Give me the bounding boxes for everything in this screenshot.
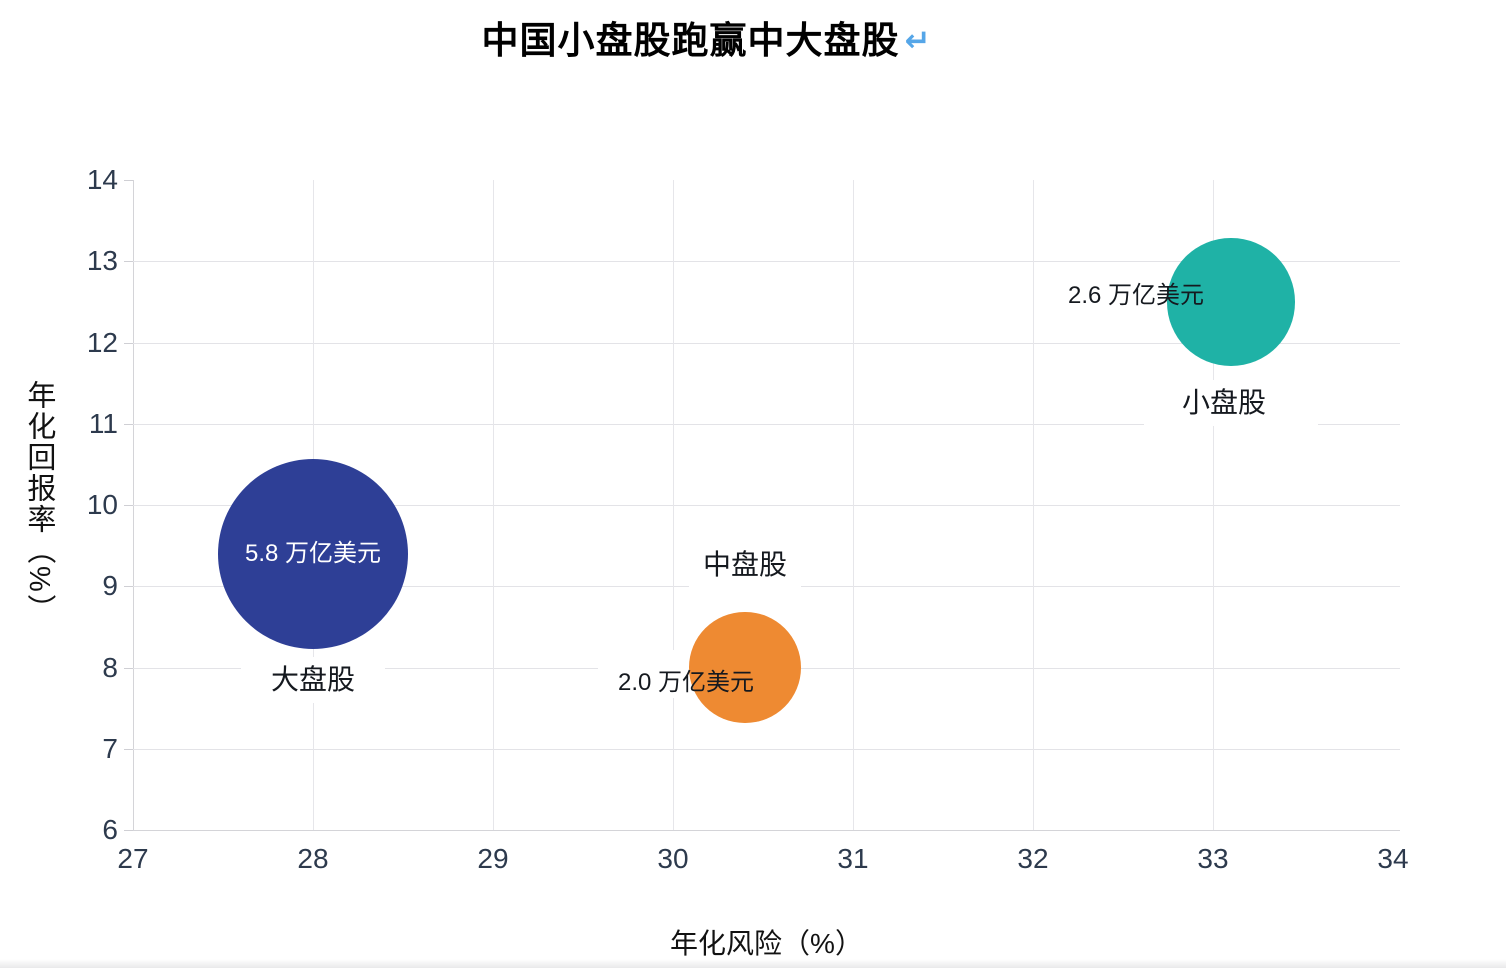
y-gridline-12 [133,342,1400,344]
x-tick-label: 33 [1197,843,1229,874]
y-tick-label: 7 [102,732,118,764]
bubble-value-label-large-cap: 5.8 万亿美元 [244,539,382,567]
x-tick-label: 34 [1377,843,1409,874]
y-tick-mark-9 [124,586,133,588]
y-tick-mark-14 [124,180,133,181]
bubble-small-cap [1167,238,1295,366]
y-tick-mark-8 [124,667,133,669]
y-tick-label: 8 [102,651,118,683]
x-axis-line [125,830,1400,831]
x-gridline-32 [1033,180,1034,830]
bubble-name-label-mid-cap: 中盘股 [688,541,802,588]
y-tick-label: 12 [86,326,118,358]
y-tick-mark-12 [124,342,133,344]
y-tick-label: 11 [88,407,118,439]
x-gridline-29 [493,180,494,830]
y-tick-label: 14 [86,164,118,195]
bubble-large-cap [217,458,409,649]
y-tick-mark-7 [124,748,133,750]
bubble-value-label-mid-cap: 2.0 万亿美元 [617,668,755,696]
x-gridline-33 [1213,180,1214,830]
y-tick-mark-11 [124,423,133,425]
x-tick-label: 31 [837,843,869,874]
x-gridline-31 [853,180,854,830]
y-gridline-13 [133,261,1400,263]
x-tick-label: 27 [117,843,149,874]
y-gridline-11 [133,423,1400,425]
x-tick-label: 29 [477,843,509,874]
y-gridline-10 [133,505,1400,506]
x-tick-label: 28 [297,843,329,874]
y-tick-mark-13 [124,261,133,263]
bubble-mid-cap [689,611,801,724]
y-tick-label: 6 [102,814,118,845]
bubble-value-label-small-cap: 2.6 万亿美元 [1067,281,1205,309]
bubble-name-label-large-cap: 大盘股 [240,656,386,703]
chart-title: 中国小盘股跑赢中大盘股 [481,21,900,62]
y-tick-mark-6 [124,830,133,831]
paragraph-return-mark-icon: ↵ [904,23,931,59]
y-tick-label: 13 [86,245,118,277]
y-tick-mark-10 [124,505,133,506]
y-tick-label: 9 [102,570,118,602]
y-axis-title: 年化回报率（%） [22,380,55,625]
label-background-patch [598,650,698,698]
y-gridline-7 [133,748,1400,750]
chart-title-row: 中国小盘股跑赢中大盘股 ↵ [0,10,1412,64]
bubble-name-label-small-cap: 小盘股 [1143,379,1319,426]
page-bottom-strip [0,959,1506,968]
x-tick-label: 32 [1017,843,1049,874]
x-axis-title: 年化风险（%） [670,928,863,959]
y-tick-label: 10 [86,489,118,520]
x-tick-label: 30 [657,843,689,874]
x-gridline-30 [673,180,674,830]
